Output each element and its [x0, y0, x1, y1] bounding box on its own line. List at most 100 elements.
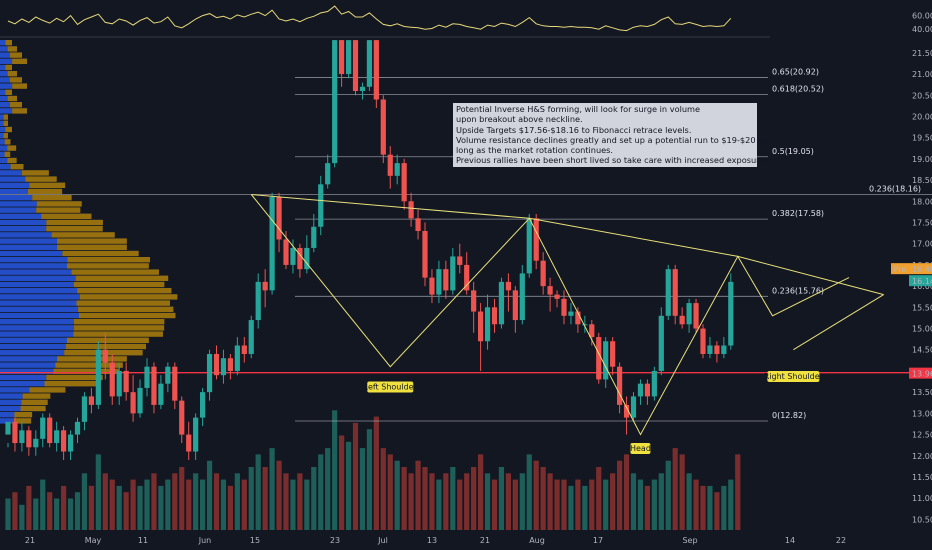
volume-profile-down-bar	[73, 325, 165, 331]
candle-body	[220, 358, 227, 376]
volume-bar	[491, 479, 498, 530]
candle-body	[478, 311, 484, 342]
volume-bar	[512, 479, 518, 530]
candle-body	[193, 417, 199, 452]
volume-profile-up-bar	[0, 77, 10, 83]
y-axis-tick-label: 15.50	[912, 303, 932, 312]
volume-profile-down-bar	[3, 120, 8, 126]
volume-profile-up-bar	[0, 95, 8, 102]
volume-profile-up-bar	[0, 343, 66, 350]
volume-bar	[623, 454, 630, 530]
candle-body	[206, 353, 213, 393]
candle-body	[693, 303, 699, 329]
candle-body	[255, 281, 261, 321]
volume-profile-up-bar	[0, 207, 37, 213]
volume-bar	[332, 410, 338, 530]
candle-body	[450, 256, 456, 291]
volume-profile-up-bar	[0, 374, 47, 381]
candle-body	[540, 260, 546, 287]
y-axis-tick-label: 19.00	[912, 155, 932, 164]
fib-level-label: 0(12.82)	[772, 411, 806, 420]
head-label-bg	[630, 443, 651, 455]
candle-body	[40, 417, 46, 439]
last-value-bg	[909, 275, 932, 287]
volume-profile-up-bar	[0, 362, 56, 368]
volume-profile-up-bar	[0, 368, 54, 374]
candle-body	[283, 239, 289, 265]
candle-body	[568, 311, 574, 316]
volume-profile-up-bar	[0, 244, 58, 250]
note-line-1: Potential Inverse H&S forming, will look…	[456, 104, 701, 114]
candle-body	[200, 392, 206, 418]
volume-bar	[109, 479, 115, 530]
candle-body	[658, 315, 664, 371]
volume-profile-down-bar	[3, 114, 8, 120]
volume-profile-up-bar	[0, 157, 8, 164]
volume-profile-up-bar	[0, 300, 77, 306]
volume-bar	[102, 473, 108, 530]
candle-body	[651, 370, 657, 397]
candle-body	[325, 163, 331, 185]
pre-label: Pre	[894, 265, 907, 274]
volume-bar	[137, 485, 143, 530]
fib-level-label: 0.382(17.58)	[772, 209, 824, 218]
volume-bar	[47, 492, 53, 530]
candle-body	[422, 230, 428, 278]
y-axis-tick-label: 11.50	[912, 473, 932, 482]
x-axis-tick-label: Jul	[377, 536, 388, 545]
volume-bar	[283, 473, 289, 530]
volume-bar	[206, 460, 213, 530]
volume-bar	[394, 460, 400, 530]
left-shoulder-label: Left Shoulder	[364, 383, 418, 392]
volume-profile-down-bar	[36, 207, 81, 213]
note-line-6: Previous rallies have been short lived s…	[456, 155, 767, 166]
candle-body	[165, 366, 171, 384]
volume-profile-up-bar	[0, 250, 63, 257]
x-axis-tick-label: 23	[330, 536, 340, 545]
volume-bar	[575, 479, 581, 530]
volume-bar	[144, 479, 150, 530]
volume-profile-up-bar	[0, 120, 4, 126]
y-axis-tick-label: 10.50	[912, 515, 932, 524]
volume-bar	[408, 473, 414, 530]
candle-body	[318, 184, 324, 227]
axes: 21.50 21.00 20.50 20.00 19.50 19.00 18.50 18.00…	[25, 12, 932, 545]
volume-profile-down-bar	[25, 176, 57, 182]
volume-bar	[422, 467, 428, 530]
volume-bar	[352, 422, 359, 530]
candle-body	[241, 345, 247, 354]
candle-body	[276, 197, 282, 240]
volume-profile-down-bar	[73, 281, 165, 288]
volume-bar	[304, 479, 310, 530]
candle-body	[610, 341, 616, 367]
candle-body	[88, 396, 94, 405]
volume-profile-down-bar	[3, 133, 8, 139]
volume-bar	[471, 467, 477, 530]
volume-profile-up-bar	[0, 325, 74, 331]
volume-profile-down-bar	[65, 343, 147, 350]
volume-bar	[464, 473, 470, 530]
analysis-note: Potential Inverse H&S forming, will look…	[453, 103, 767, 167]
candle-body	[394, 163, 400, 176]
volume-profile-up-bar	[0, 108, 13, 114]
volume-bar	[325, 448, 331, 530]
volume-profile-down-bar	[46, 219, 103, 226]
volume-profile-up-bar	[0, 331, 74, 337]
volume-bar	[630, 473, 637, 530]
volume-profile-up-bar	[0, 52, 10, 58]
y-axis-tick-label: 17.50	[912, 219, 932, 228]
volume-bar	[644, 485, 650, 530]
volume-bar	[547, 473, 553, 530]
volume-profile-up-bar	[0, 126, 6, 133]
volume-bar	[561, 479, 567, 530]
note-line-3: Upside Targets $17.56-$18.16 to Fibonacc…	[456, 124, 692, 135]
note-line-5: long as the market rotation continues.	[456, 145, 614, 156]
volume-profile-down-bar	[9, 52, 22, 58]
volume-bar	[54, 498, 60, 530]
volume-profile-down-bar	[67, 257, 151, 263]
candle-body	[74, 421, 81, 435]
volume-profile-up-bar	[0, 275, 76, 281]
volume-bar	[186, 479, 192, 530]
volume-profile-down-bar	[12, 83, 27, 89]
